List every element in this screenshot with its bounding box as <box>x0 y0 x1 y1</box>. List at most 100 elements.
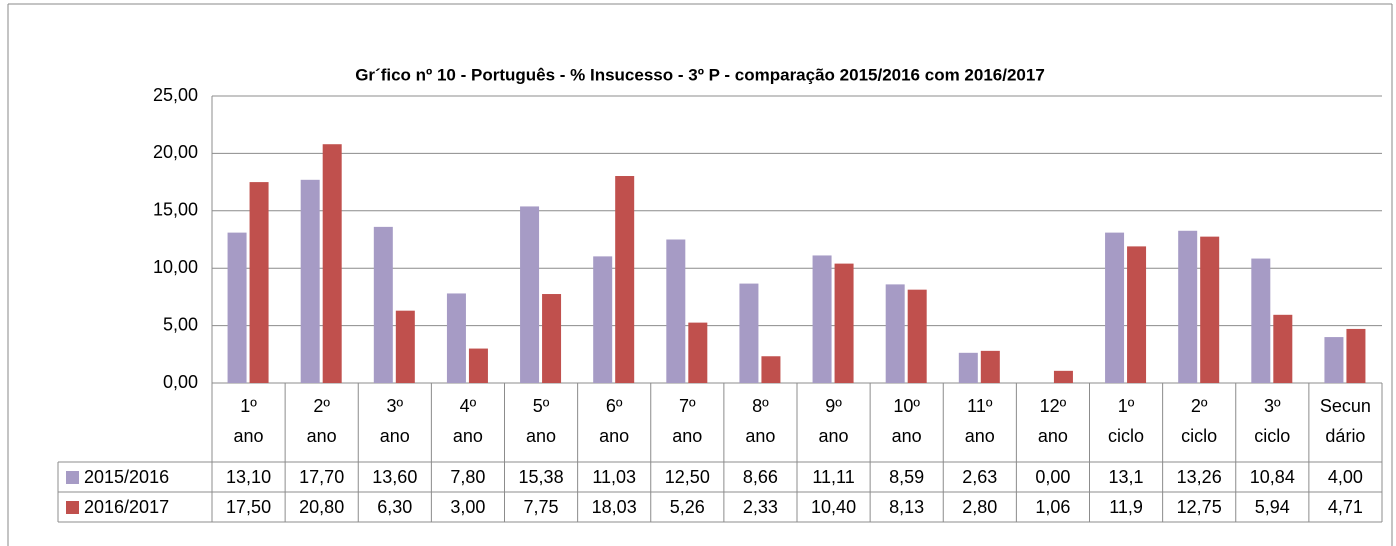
bar <box>812 255 832 383</box>
x-tick-label: ano <box>307 426 337 446</box>
x-tick-label: ano <box>672 426 702 446</box>
x-tick-label: 4º <box>460 396 477 416</box>
bar <box>520 206 540 383</box>
table-cell: 13,1 <box>1109 467 1144 487</box>
x-tick-label: 7º <box>679 396 696 416</box>
legend-key <box>66 501 79 514</box>
x-tick-label: ciclo <box>1108 426 1144 446</box>
y-tick-label: 15,00 <box>153 200 198 220</box>
bar <box>322 144 342 383</box>
table-cell: 12,75 <box>1177 497 1222 517</box>
x-tick-label: ciclo <box>1181 426 1217 446</box>
y-tick-label: 25,00 <box>153 85 198 105</box>
x-tick-label: 12º <box>1040 396 1067 416</box>
x-tick-label: 1º <box>1118 396 1135 416</box>
x-tick-label: 5º <box>533 396 550 416</box>
table-cell: 18,03 <box>592 497 637 517</box>
bar <box>739 283 759 383</box>
x-tick-label: 9º <box>825 396 842 416</box>
table-cell: 5,94 <box>1255 497 1290 517</box>
x-tick-label: 1º <box>240 396 257 416</box>
x-tick-label: ano <box>819 426 849 446</box>
legend-label: 2016/2017 <box>84 497 169 517</box>
x-tick-label: 2º <box>313 396 330 416</box>
table-cell: 7,80 <box>450 467 485 487</box>
bar <box>1127 246 1147 383</box>
x-tick-label: 10º <box>893 396 920 416</box>
table-cell: 3,00 <box>450 497 485 517</box>
x-tick-label: ano <box>453 426 483 446</box>
bar <box>1105 232 1125 383</box>
bar <box>980 350 1000 383</box>
bar <box>885 284 905 383</box>
table-cell: 20,80 <box>299 497 344 517</box>
bar <box>688 322 708 383</box>
bar <box>1053 370 1073 383</box>
x-tick-label: ano <box>892 426 922 446</box>
table-cell: 15,38 <box>519 467 564 487</box>
table-cell: 11,9 <box>1109 497 1143 517</box>
y-tick-label: 10,00 <box>153 257 198 277</box>
bar <box>666 239 686 383</box>
bar <box>1200 236 1220 383</box>
x-tick-label: ciclo <box>1254 426 1290 446</box>
table-cell: 12,50 <box>665 467 710 487</box>
x-tick-label: Secun <box>1320 396 1371 416</box>
x-tick-label: ano <box>965 426 995 446</box>
table-cell: 5,26 <box>670 497 705 517</box>
bar <box>468 348 488 383</box>
table-cell: 11,11 <box>812 467 854 487</box>
bar <box>593 256 613 383</box>
table-cell: 4,00 <box>1328 467 1363 487</box>
table-cell: 13,60 <box>372 467 417 487</box>
x-tick-label: 11º <box>967 396 993 416</box>
bar <box>542 294 562 383</box>
table-cell: 7,75 <box>524 497 559 517</box>
x-tick-label: 3º <box>387 396 404 416</box>
bar <box>834 263 854 383</box>
y-tick-label: 20,00 <box>153 142 198 162</box>
x-tick-label: ano <box>745 426 775 446</box>
bar <box>1346 328 1366 383</box>
table-cell: 2,33 <box>743 497 778 517</box>
table-cell: 8,66 <box>743 467 778 487</box>
table-cell: 13,10 <box>226 467 271 487</box>
table-cell: 6,30 <box>377 497 412 517</box>
bar <box>249 182 269 383</box>
table-cell: 8,13 <box>889 497 924 517</box>
table-cell: 10,40 <box>811 497 856 517</box>
bar <box>615 176 635 383</box>
table-cell: 17,70 <box>299 467 344 487</box>
bar <box>907 289 927 383</box>
bar <box>761 356 781 383</box>
table-cell: 13,26 <box>1177 467 1222 487</box>
table-cell: 2,80 <box>962 497 997 517</box>
x-tick-label: 6º <box>606 396 623 416</box>
bar <box>446 293 466 383</box>
x-tick-label: 8º <box>752 396 769 416</box>
table-cell: 11,03 <box>592 467 636 487</box>
table-cell: 8,59 <box>889 467 924 487</box>
table-cell: 2,63 <box>962 467 997 487</box>
bar <box>395 310 415 383</box>
x-tick-label: ano <box>380 426 410 446</box>
legend-label: 2015/2016 <box>84 467 169 487</box>
table-cell: 0,00 <box>1035 467 1070 487</box>
chart-title: Gr´fico nº 10 - Português - % Insucesso … <box>355 65 1045 84</box>
bar <box>1251 258 1271 383</box>
bar <box>227 232 247 383</box>
x-tick-label: ano <box>1038 426 1068 446</box>
x-tick-label: 3º <box>1264 396 1281 416</box>
bar <box>373 226 393 383</box>
bar <box>958 352 978 383</box>
y-tick-label: 5,00 <box>163 314 198 334</box>
table-cell: 4,71 <box>1328 497 1363 517</box>
table-cell: 1,06 <box>1035 497 1070 517</box>
x-tick-label: ano <box>599 426 629 446</box>
x-tick-label: 2º <box>1191 396 1208 416</box>
legend-key <box>66 471 79 484</box>
table-cell: 10,84 <box>1250 467 1295 487</box>
x-tick-label: dário <box>1325 426 1365 446</box>
y-tick-label: 0,00 <box>163 372 198 392</box>
